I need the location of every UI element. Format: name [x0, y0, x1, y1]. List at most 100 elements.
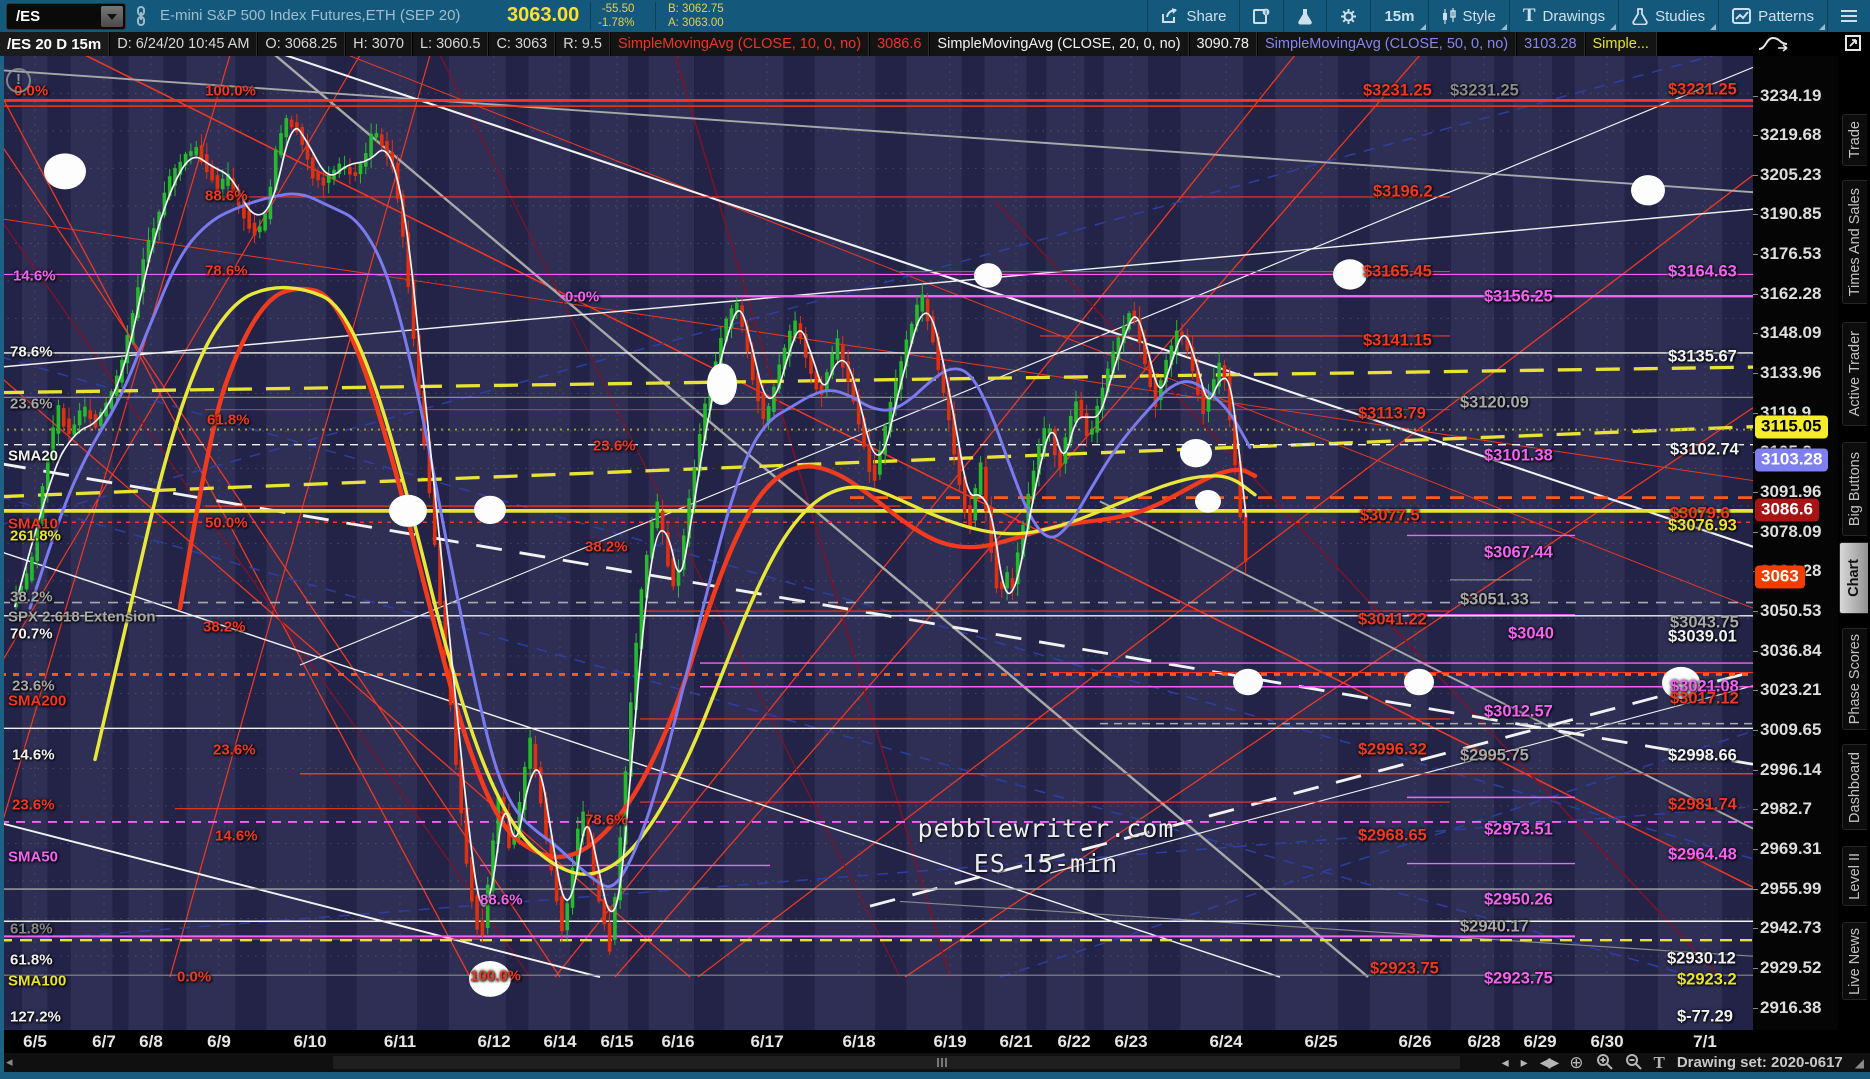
- drawings-button[interactable]: T Drawings: [1508, 0, 1618, 32]
- drawing-set-label: Drawing set: 2020-0617: [1676, 1054, 1843, 1071]
- warning-icon[interactable]: !: [6, 68, 31, 93]
- chart-menu-button[interactable]: [1827, 0, 1870, 32]
- chart-plot-area[interactable]: ! 0.0% 100.0% $3231.25 $3231.25 $3231.25 88.6…: [0, 56, 1753, 1030]
- share-icon: [1162, 8, 1178, 23]
- bid-value: B: 3062.75: [668, 3, 724, 15]
- gear-icon: [1341, 8, 1357, 24]
- price-tick: 3162.28: [1752, 283, 1822, 303]
- ball-marker: [1631, 175, 1665, 206]
- date-tick: 6/17: [750, 1032, 784, 1051]
- price-tick: 3050.53: [1752, 601, 1822, 621]
- moving-averages: [14, 128, 1258, 913]
- price-tick: 2916.38: [1752, 997, 1822, 1017]
- flask-icon: [1298, 8, 1313, 24]
- price-axis[interactable]: 3234.19 3219.68 3205.23 3190.85 3176.53 3162.…: [1752, 56, 1838, 1030]
- symbol-value: /ES: [16, 8, 41, 25]
- symbol-input[interactable]: /ES: [6, 3, 126, 30]
- link-icon[interactable]: [133, 6, 149, 31]
- crosshair-target-icon[interactable]: ⊕: [1569, 1052, 1584, 1072]
- trend-lines: [0, 56, 1753, 978]
- zoom-out-icon[interactable]: [1625, 1053, 1642, 1073]
- sidebar-tab-chart[interactable]: Chart: [1839, 542, 1868, 614]
- ohlc-field: O: 3068.25: [258, 32, 346, 56]
- ma-yellow: [93, 285, 1257, 876]
- report-button[interactable]: i: [1239, 0, 1283, 32]
- date-tick: 6/14: [543, 1032, 577, 1051]
- date-tick: 6/28: [1467, 1032, 1501, 1051]
- price-tick: 2969.31: [1752, 839, 1822, 859]
- price-tick: 3133.96: [1752, 363, 1822, 383]
- doc-info-icon: i: [1253, 8, 1270, 24]
- window-edge: [0, 56, 4, 1072]
- ball-marker: [1662, 666, 1700, 700]
- study-label[interactable]: SimpleMovingAvg (CLOSE, 10, 0, no): [610, 32, 870, 56]
- ohlc-field: C: 3063: [489, 32, 556, 56]
- date-tick: 6/18: [842, 1032, 876, 1051]
- price-tick: 2996.14: [1752, 759, 1822, 779]
- zoom-in-icon[interactable]: [1596, 1053, 1613, 1073]
- analyze-button[interactable]: [1283, 0, 1326, 32]
- sidebar-tab-active-trader[interactable]: Active Trader: [1842, 322, 1867, 426]
- toolbar-buttons: Share i 15m Style T Drawings: [1147, 0, 1870, 32]
- sidebar-tab-times-and-sales[interactable]: Times And Sales: [1842, 180, 1867, 304]
- price-tick: 2942.73: [1752, 918, 1822, 938]
- ma-blue: [28, 192, 1252, 888]
- ball-marker: [389, 494, 427, 527]
- timeframe-value: 15m: [1384, 7, 1415, 25]
- symbol-dropdown-button[interactable]: [101, 6, 123, 27]
- ball-markers: [44, 153, 1700, 997]
- ohlc-field: L: 3060.5: [412, 32, 489, 56]
- pan-icon[interactable]: ◀▶: [1539, 1054, 1559, 1070]
- ball-marker: [469, 960, 511, 997]
- price-tick: 2955.99: [1752, 878, 1822, 898]
- ohlc-field: 3086.6: [870, 32, 930, 56]
- corner-grip-icon[interactable]: ◢: [1854, 1055, 1864, 1070]
- price-tick: 3091.96: [1752, 482, 1822, 502]
- date-tick: 6/23: [1114, 1032, 1148, 1051]
- ohlc-field: 3103.28: [1517, 32, 1585, 56]
- ball-marker: [707, 363, 737, 405]
- style-button[interactable]: Style: [1427, 0, 1509, 32]
- date-tick: 6/9: [207, 1032, 231, 1051]
- settings-button[interactable]: [1326, 0, 1370, 32]
- drawings-icon: T: [1522, 5, 1536, 26]
- sidebar-tab-phase-scores[interactable]: Phase Scores: [1842, 628, 1867, 730]
- bid-ask-block: B: 3062.75 A: 3063.00: [668, 2, 724, 30]
- study-label[interactable]: SimpleMovingAvg (CLOSE, 20, 0, no): [930, 32, 1189, 56]
- text-tool-icon[interactable]: T: [1653, 1052, 1665, 1072]
- timeframe-button[interactable]: 15m: [1370, 0, 1427, 32]
- sidebar-tab-live-news[interactable]: Live News: [1842, 922, 1867, 1000]
- date-tick: 6/25: [1304, 1032, 1338, 1051]
- price-tick: 2929.52: [1752, 958, 1822, 978]
- ball-marker: [1404, 668, 1434, 696]
- date-axis[interactable]: 6/5 6/7 6/8 6/9 6/10 6/11 6/12 6/14 6/15 6/16 6/17…: [0, 1030, 1870, 1053]
- watermark-line1: pebblewriter.com: [917, 814, 1175, 843]
- scroll-left-arrow[interactable]: ◂: [6, 1054, 13, 1069]
- patterns-button[interactable]: Patterns: [1718, 0, 1827, 32]
- price-tick: 3190.85: [1752, 204, 1822, 224]
- window-bottom-edge: [0, 1072, 1870, 1079]
- date-tick: 6/8: [139, 1032, 163, 1051]
- price-tick: 3078.09: [1752, 521, 1822, 541]
- sidebar-tab-dashboard[interactable]: Dashboard: [1842, 744, 1867, 830]
- price-badge: 3103.28: [1755, 448, 1829, 472]
- sidebar-tab-big-buttons[interactable]: Big Buttons: [1842, 442, 1867, 536]
- instrument-description: E-mini S&P 500 Index Futures,ETH (SEP 20…: [160, 7, 461, 24]
- page-right-icon[interactable]: ▸: [1520, 1054, 1528, 1070]
- chart-header-row: /ES 20 D 15m D: 6/24/20 10:45 AM O: 3068.2…: [0, 32, 1870, 56]
- studies-button[interactable]: Studies: [1618, 0, 1718, 32]
- study-label[interactable]: Simple...: [1585, 32, 1657, 56]
- page-left-icon[interactable]: ◂: [1501, 1054, 1509, 1070]
- scrollbar-handle[interactable]: [931, 1058, 953, 1067]
- change-value: -55.50: [601, 3, 635, 15]
- chart-style-mini-icon[interactable]: [1758, 35, 1790, 58]
- study-label[interactable]: SimpleMovingAvg (CLOSE, 50, 0, no): [1257, 32, 1517, 56]
- date-tick: 6/26: [1398, 1032, 1432, 1051]
- ball-marker: [44, 153, 86, 190]
- scrollbar-track[interactable]: [333, 1056, 1460, 1069]
- sidebar-tab-trade[interactable]: Trade: [1842, 114, 1867, 166]
- sidebar-tab-level-ii[interactable]: Level II: [1842, 846, 1867, 906]
- panel-expand-icon[interactable]: [1845, 35, 1861, 56]
- share-button[interactable]: Share: [1147, 0, 1239, 32]
